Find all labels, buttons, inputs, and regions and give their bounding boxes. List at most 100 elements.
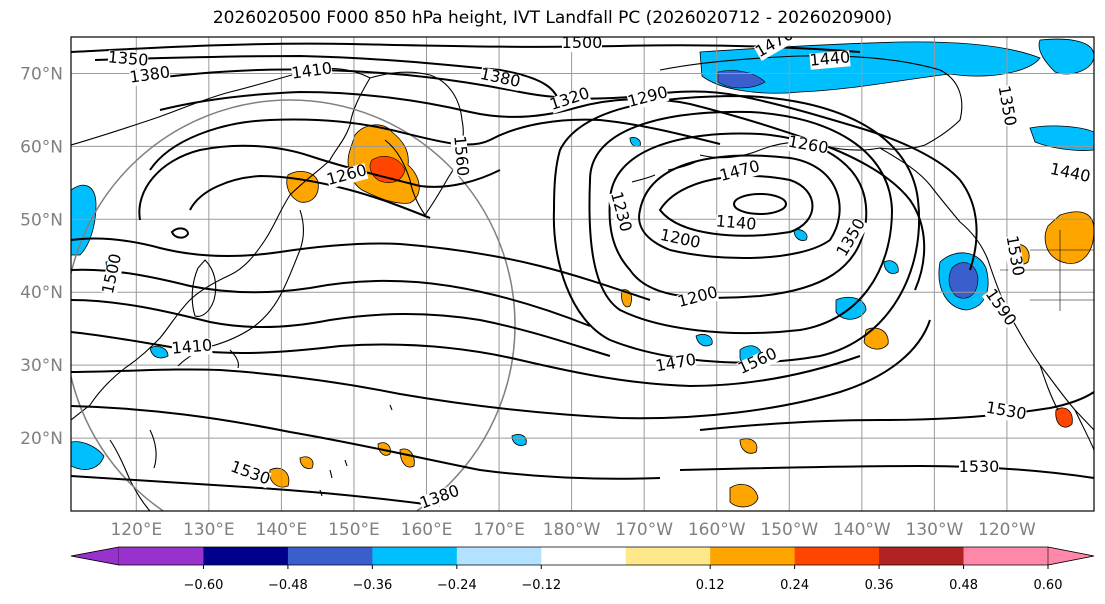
colorbar-extend-min (70, 546, 120, 566)
contour-label-bg (959, 460, 999, 476)
map-content: 1500147014401350138014101380132012901260… (71, 37, 1094, 511)
latitude-label: 70°N (20, 64, 63, 84)
ivt-negative-area (1029, 125, 1094, 151)
height-contour (149, 118, 721, 171)
coastline-kamchatka (369, 71, 464, 216)
contour-label-bg (107, 50, 149, 70)
gridlines (71, 37, 1094, 511)
height-contours (71, 42, 1094, 507)
height-contour (170, 227, 190, 239)
height-contour (588, 110, 894, 335)
height-contour (733, 193, 787, 215)
contour-label-bg (1048, 162, 1092, 186)
colorbar-tick-label: 0.36 (865, 578, 894, 593)
contour-label-bg (994, 84, 1018, 128)
coastline-japan (211, 209, 304, 347)
height-contour (138, 144, 501, 221)
colorbar-tick-label: −0.12 (521, 578, 561, 593)
longitude-label: 180°W (543, 520, 601, 540)
colorbar-tick-label: −0.36 (352, 578, 392, 593)
colorbar-tick-label: 0.24 (780, 578, 809, 593)
contour-label-bg (478, 67, 522, 91)
latitude-label: 60°N (20, 137, 63, 157)
height-contour (71, 319, 931, 420)
colorbar-segment (963, 547, 1049, 565)
longitude-label: 140°W (833, 520, 891, 540)
colorbar-ticks: −0.60 −0.48 −0.36 −0.24 −0.12 0.12 0.24 0.36 0.4… (184, 565, 1063, 593)
plot-title: 2026020500 F000 850 hPa height, IVT Land… (212, 8, 893, 28)
ivt-negative-area (149, 346, 169, 359)
contour-label-bg (562, 37, 602, 52)
latitude-label: 20°N (20, 429, 63, 449)
contour-label-bg (171, 338, 213, 358)
ivt-negative-area (71, 441, 105, 470)
coastline-islands (319, 404, 393, 497)
contour-label: 1560 (450, 135, 472, 177)
colorbar-segment (625, 547, 711, 565)
contour-label-bg (715, 214, 757, 234)
us-borders (1000, 230, 1094, 311)
coastline-asia (71, 67, 371, 421)
contour-label: 1530 (959, 457, 1000, 476)
longitude-labels: 120°E 130°E 140°E 150°E 160°E 170°E 180°W 170°W… (110, 520, 1036, 540)
latitude-label: 40°N (20, 283, 63, 303)
contour-label: 1350 (107, 47, 149, 69)
height-contour (71, 268, 591, 327)
contour-label: 1440 (809, 47, 851, 69)
contour-label-bg (626, 85, 670, 111)
ivt-positive-area (729, 484, 759, 508)
contour-label-bg (835, 216, 869, 260)
height-contour (699, 391, 1094, 431)
contour-label-bg (101, 252, 125, 296)
contour-label-bg (450, 135, 470, 177)
height-contour (679, 464, 1094, 479)
contour-label-bg (981, 287, 1019, 329)
colorbar-segment (541, 547, 627, 565)
contour-label: 1140 (715, 211, 757, 233)
contour-label-bg (753, 37, 797, 61)
contour-label-bg (607, 190, 633, 234)
ivt-positive-area (377, 442, 391, 456)
ivt-positive-area (299, 456, 314, 469)
contour-label-bg (809, 50, 851, 70)
contour-label-bg (786, 134, 830, 158)
ivt-negative-area (948, 262, 979, 299)
colorbar (70, 546, 1095, 566)
ivt-negative-area (717, 70, 766, 89)
longitude-label: 170°E (473, 520, 525, 540)
longitude-label: 160°W (688, 520, 746, 540)
colorbar-tick-label: 0.60 (1034, 578, 1063, 593)
contour-label-bg (1002, 234, 1026, 278)
longitude-label: 140°E (256, 520, 308, 540)
ivt-positive-area (739, 438, 758, 454)
colorbar-tick-label: −0.60 (184, 578, 224, 593)
height-contour (71, 475, 441, 507)
ivt-negative-area (695, 334, 713, 347)
contour-labels: 1500147014401350138014101380132012901260… (98, 37, 1092, 511)
contour-label-bg (291, 61, 333, 83)
ivt-negative-area (1038, 38, 1094, 75)
contour-label-bg (718, 159, 762, 185)
map-background (71, 37, 1094, 511)
coastline-alaska (659, 55, 963, 223)
ivt-positive-area (1055, 407, 1073, 428)
height-contour (189, 174, 431, 219)
height-contour (552, 94, 921, 364)
contour-label-bg (736, 346, 780, 378)
colorbar-segment (794, 547, 880, 565)
contour-label-bg (658, 228, 702, 252)
longitude-label: 160°E (401, 520, 453, 540)
height-contour (658, 175, 814, 237)
contour-label: 1410 (171, 335, 213, 357)
height-contour (159, 90, 926, 291)
colorbar-tick-label: 0.12 (696, 578, 725, 593)
longitude-label: 170°W (615, 520, 673, 540)
ivt-negative-area (793, 229, 808, 241)
height-contour (71, 237, 651, 301)
colorbar-tick-label: −0.48 (268, 578, 308, 593)
contour-label-bg (548, 86, 592, 114)
contour-label-bg (228, 459, 272, 489)
colorbar-tick-label: −0.24 (437, 578, 477, 593)
contour-label-bg (129, 65, 171, 87)
